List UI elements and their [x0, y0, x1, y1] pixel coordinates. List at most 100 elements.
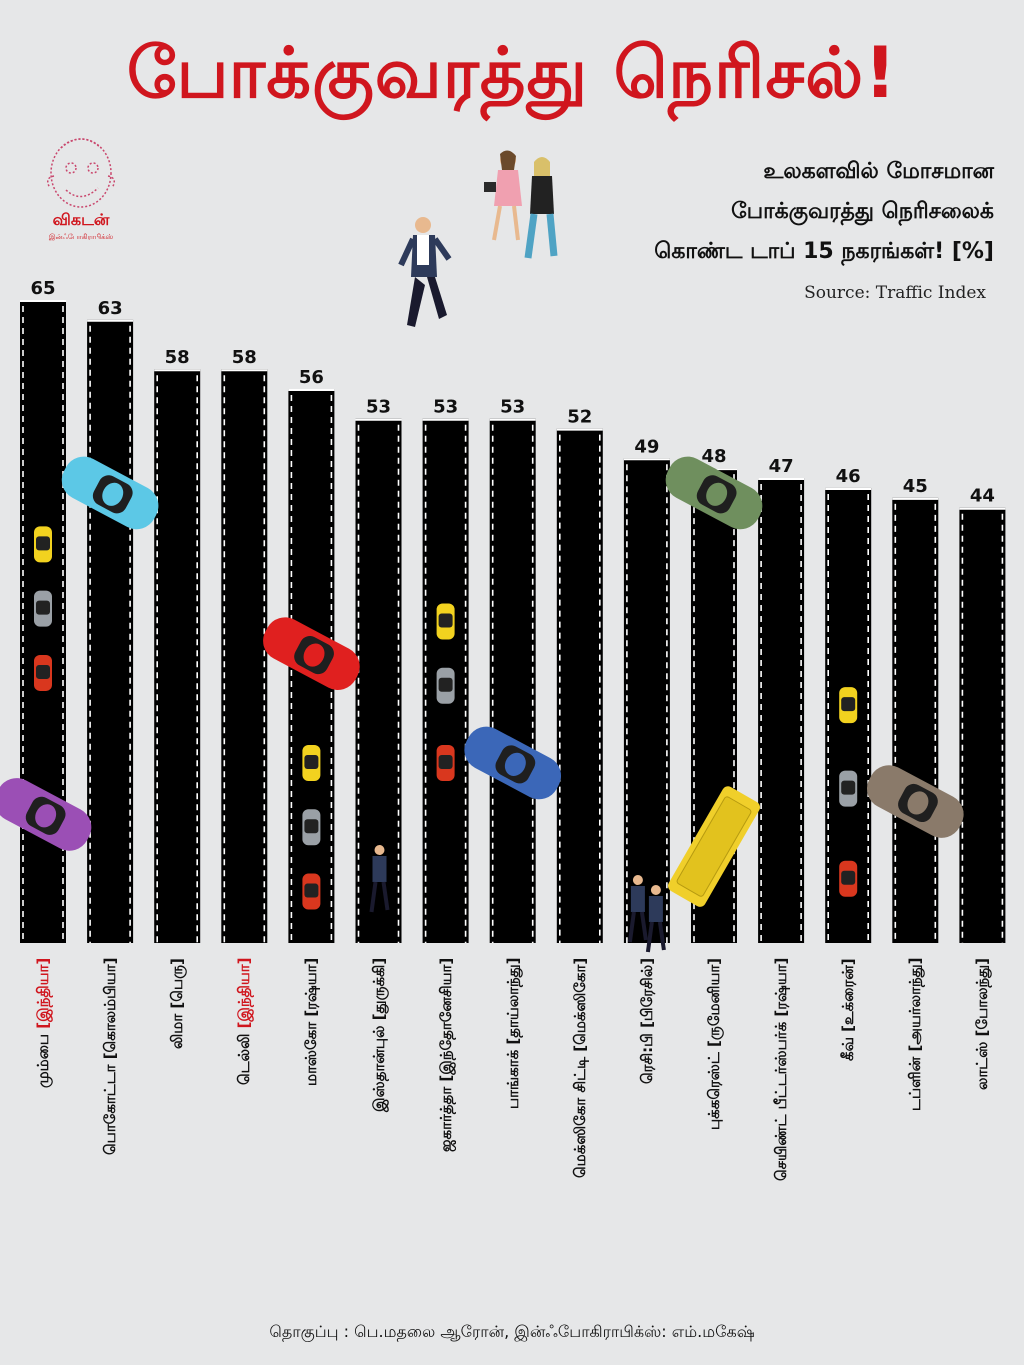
city-name: டப்ளின்: [906, 1052, 925, 1112]
subtitle-line-2: போக்குவரத்து நெரிசலைக்: [731, 199, 994, 224]
vikatan-logo-icon: [47, 138, 115, 208]
city-name: ஜகார்த்தா: [436, 1081, 455, 1153]
city-name: மெக்ஸிகோ சிட்டி: [570, 1051, 589, 1179]
city-name: பொகோட்டா: [101, 1059, 120, 1156]
country-name: [இந்தியா]: [235, 958, 254, 1029]
category-label: மாஸ்கோ [ரஷ்யா]: [301, 958, 320, 1278]
car-icon: [302, 809, 321, 846]
city-name: மும்பை: [34, 1028, 52, 1089]
bar-9: [623, 458, 670, 943]
category-label: டப்ளின் [அயர்லாந்து]: [905, 958, 924, 1278]
bar-8: [556, 428, 603, 944]
value-label: 53: [500, 397, 525, 418]
category-label: மும்பை [இந்தியா]: [33, 958, 52, 1278]
city-name: பாங்காக்: [503, 1045, 522, 1110]
country-name: [ரஷ்யா]: [302, 958, 321, 1017]
car-icon: [302, 873, 321, 910]
country-name: [மெக்ஸிகோ]: [570, 958, 589, 1052]
pedestrian-icon: [369, 845, 390, 913]
bar-11: [758, 478, 805, 943]
bar-2: [154, 369, 201, 943]
city-name: இஸ்தான்புல்: [369, 1020, 388, 1113]
car-icon: [665, 456, 763, 530]
category-label: செயிண்ட் பீட்டர்ஸ்பர்க் [ரஷ்யா]: [771, 958, 790, 1278]
category-label: லிமா [பெரு]: [167, 958, 186, 1278]
value-label: 45: [903, 476, 928, 497]
country-name: [ருமேனியா]: [705, 958, 723, 1047]
page-title: போக்குவரத்து நெரிசல்!: [126, 32, 898, 114]
category-label: ஜகார்த்தா [இந்தோனேசியா]: [436, 958, 455, 1278]
category-label: பொகோட்டா [கொலம்பியா]: [100, 958, 119, 1278]
car-icon: [302, 744, 321, 781]
bar-7: [489, 418, 536, 943]
value-label: 53: [433, 397, 458, 418]
subtitle-line-1: உலகளவில் மோசமான: [763, 159, 994, 184]
car-icon: [464, 726, 562, 800]
credit-line: தொகுப்பு : பெ.மதலை ஆரோன், இன்ஃபோகிராபிக்…: [269, 1322, 755, 1341]
bar-3: [221, 369, 268, 943]
car-icon: [436, 667, 455, 704]
bar-1: [87, 319, 134, 943]
logo-subtext: இன்ஃபோகிராபிக்ஸ்: [48, 233, 114, 241]
value-label: 48: [701, 446, 726, 467]
bar-5: [355, 418, 402, 943]
city-name: புக்கரெஸ்ட்: [705, 1046, 723, 1131]
country-name: [உக்ரைன்]: [839, 958, 858, 1032]
category-label: டெல்லி [இந்தியா]: [234, 958, 253, 1278]
category-label: மெக்ஸிகோ சிட்டி [மெக்ஸிகோ]: [570, 958, 589, 1278]
country-name: [போலந்து]: [973, 958, 992, 1037]
car-icon: [263, 617, 360, 690]
car-icon: [866, 765, 964, 838]
walking-women-icon: [484, 150, 558, 259]
city-name: டெல்லி: [235, 1028, 254, 1086]
country-name: [இந்தோனேசியா]: [436, 958, 455, 1082]
value-label: 44: [970, 486, 995, 507]
value-label: 52: [567, 407, 592, 428]
car-icon: [34, 526, 52, 563]
value-label: 63: [98, 298, 123, 319]
pedestrian-icon: [645, 885, 666, 953]
country-name: [இந்தியா]: [34, 958, 52, 1029]
value-label: 65: [30, 278, 55, 299]
country-name: [கொலம்பியா]: [101, 958, 120, 1060]
car-icon: [839, 860, 858, 897]
walking-man-icon: [398, 217, 452, 327]
country-name: [ரஷ்யா]: [772, 958, 791, 1017]
source-note: Source: Traffic Index: [804, 283, 986, 303]
car-icon: [0, 778, 92, 851]
value-label: 49: [634, 436, 659, 457]
pedestrian-icon: [627, 875, 648, 943]
car-icon: [668, 786, 760, 907]
car-icon: [436, 744, 455, 781]
value-label: 56: [299, 367, 324, 388]
value-label: 58: [232, 347, 257, 368]
country-name: [துருக்கி]: [369, 958, 388, 1021]
car-icon: [839, 687, 858, 724]
country-name: [பெரு]: [168, 958, 187, 1009]
car-icon: [34, 590, 52, 627]
value-label: 58: [165, 347, 190, 368]
country-name: [பிரேசில்]: [637, 958, 656, 1028]
category-label: ரெசி:பி [பிரேசில்]: [637, 958, 656, 1278]
value-label: 53: [366, 397, 391, 418]
bar-13: [892, 497, 939, 943]
chart-subtitle: உலகளவில் மோசமான போக்குவரத்து நெரிசலைக் க…: [524, 152, 994, 272]
category-label: கீவ் [உக்ரைன்]: [838, 958, 857, 1278]
city-name: லாட்ஸ்: [973, 1036, 992, 1091]
city-name: கீவ்: [839, 1031, 858, 1061]
category-label: பாங்காக் [தாய்லாந்து]: [503, 958, 522, 1278]
category-label: லாட்ஸ் [போலந்து]: [972, 958, 991, 1278]
car-icon: [436, 603, 455, 640]
value-label: 46: [836, 466, 861, 487]
category-label: இஸ்தான்புல் [துருக்கி]: [369, 958, 388, 1278]
bar-14: [959, 507, 1006, 943]
city-name: லிமா: [168, 1008, 187, 1049]
car-icon: [839, 770, 858, 807]
city-name: மாஸ்கோ: [302, 1016, 321, 1087]
subtitle-line-3: கொண்ட டாப் 15 நகரங்கள்! [%]: [654, 239, 994, 264]
logo-text: விகடன்: [52, 210, 110, 229]
country-name: [தாய்லாந்து]: [503, 958, 522, 1046]
country-name: [அயர்லாந்து]: [906, 958, 925, 1052]
car-icon: [61, 456, 159, 530]
